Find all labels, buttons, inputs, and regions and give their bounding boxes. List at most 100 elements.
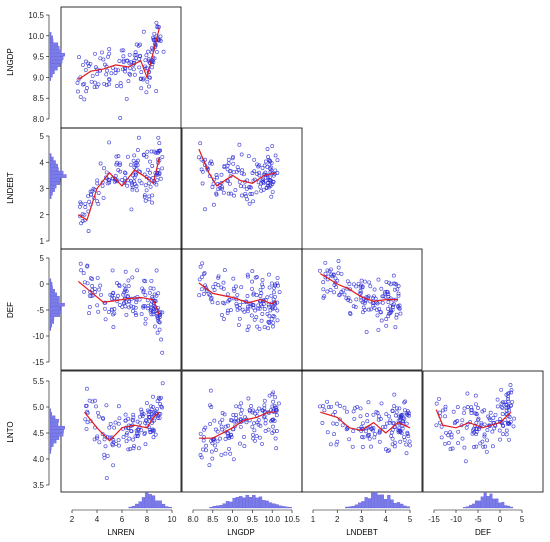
data-point xyxy=(135,433,140,438)
data-point xyxy=(103,444,108,449)
data-point xyxy=(234,412,239,417)
data-point xyxy=(133,434,138,439)
data-point xyxy=(209,405,214,409)
data-point xyxy=(347,437,352,442)
data-point xyxy=(377,439,382,444)
data-point xyxy=(150,193,155,198)
histogram-lngdp xyxy=(49,32,65,81)
data-point xyxy=(333,280,338,285)
data-point xyxy=(214,192,219,197)
data-point xyxy=(272,403,277,408)
data-point xyxy=(260,408,265,413)
data-point xyxy=(124,432,129,437)
histogram-bar xyxy=(49,49,62,54)
data-point xyxy=(238,184,243,189)
data-point xyxy=(136,431,141,436)
data-point xyxy=(373,432,378,437)
histogram-bar xyxy=(403,505,407,509)
data-point xyxy=(131,418,135,423)
data-point xyxy=(96,410,100,415)
data-point xyxy=(261,181,266,186)
x-tick-label: 10.5 xyxy=(284,515,300,524)
histogram-bar xyxy=(232,497,236,509)
y-tick-label: 5.0 xyxy=(33,403,45,412)
data-point xyxy=(268,308,273,313)
x-tick-label: 2 xyxy=(335,515,340,524)
data-point xyxy=(245,272,250,277)
data-point xyxy=(371,412,376,417)
y-tick-label: 5 xyxy=(40,254,45,263)
data-point xyxy=(443,414,448,419)
histogram-bar xyxy=(49,191,53,196)
histogram-bar xyxy=(242,497,246,509)
data-point xyxy=(114,84,119,88)
data-point xyxy=(263,421,268,426)
data-point xyxy=(226,157,231,162)
data-point xyxy=(247,185,252,190)
histogram-bar xyxy=(288,507,292,509)
data-point xyxy=(143,293,148,298)
data-point xyxy=(106,310,111,314)
data-point xyxy=(387,414,391,419)
data-point xyxy=(97,440,102,445)
data-point xyxy=(133,163,138,168)
data-point xyxy=(201,447,206,452)
data-point xyxy=(260,166,265,170)
data-point xyxy=(84,386,89,391)
data-point xyxy=(448,430,453,435)
data-point xyxy=(154,89,159,94)
row-label-lnto: LNTO xyxy=(6,421,15,442)
histogram-bar xyxy=(49,292,57,297)
data-point xyxy=(156,291,161,296)
data-point xyxy=(267,313,272,318)
data-point xyxy=(255,171,260,176)
data-point xyxy=(392,287,397,292)
data-point xyxy=(392,421,396,426)
data-point xyxy=(272,285,276,290)
data-point xyxy=(133,50,138,55)
data-point xyxy=(260,278,265,282)
y-axis-def: -15 -10 -5 0 5 xyxy=(32,254,50,367)
data-point xyxy=(465,391,470,396)
data-point xyxy=(249,313,254,318)
histogram-bar xyxy=(49,418,59,423)
data-point xyxy=(265,312,270,316)
data-point xyxy=(378,417,383,421)
data-point xyxy=(122,170,127,175)
data-point xyxy=(254,434,259,439)
data-point xyxy=(247,201,252,206)
data-point xyxy=(215,301,220,306)
data-point xyxy=(402,400,407,405)
data-point xyxy=(444,430,448,435)
data-point xyxy=(152,418,157,423)
data-point xyxy=(336,265,341,270)
data-point xyxy=(439,435,444,440)
data-point xyxy=(242,309,247,314)
data-point xyxy=(397,426,402,431)
data-point xyxy=(123,418,128,423)
x-tick-label: 9.0 xyxy=(227,515,239,524)
histogram-lndebt-bottom xyxy=(345,491,410,509)
data-point xyxy=(151,37,156,42)
data-point xyxy=(160,381,165,386)
data-point xyxy=(266,427,271,432)
histogram-bar xyxy=(49,181,61,185)
data-point xyxy=(340,423,345,428)
histogram-bar xyxy=(268,502,273,509)
histogram-bar xyxy=(463,507,467,509)
data-point xyxy=(393,325,398,330)
data-point xyxy=(77,204,82,209)
data-point xyxy=(107,435,112,440)
data-point xyxy=(221,190,226,195)
data-point xyxy=(148,430,153,435)
data-point xyxy=(460,436,465,441)
data-point xyxy=(512,416,517,421)
data-point xyxy=(377,430,382,435)
x-axis-def: -15 -10 -5 0 5 xyxy=(428,509,525,524)
histogram-bar xyxy=(49,313,60,317)
data-point xyxy=(493,412,498,417)
data-point xyxy=(504,428,509,433)
data-point xyxy=(437,410,442,415)
data-point xyxy=(321,287,326,292)
data-point xyxy=(122,283,127,288)
